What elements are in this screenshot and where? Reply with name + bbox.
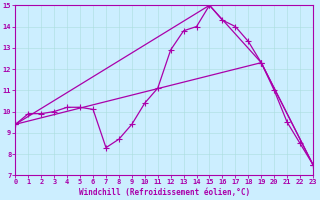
X-axis label: Windchill (Refroidissement éolien,°C): Windchill (Refroidissement éolien,°C) — [79, 188, 250, 197]
